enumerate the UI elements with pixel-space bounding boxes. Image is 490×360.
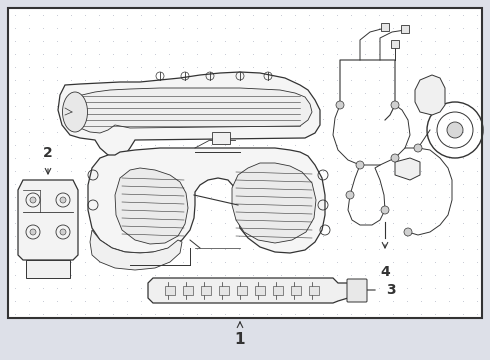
Circle shape [60,229,66,235]
Circle shape [414,144,422,152]
Bar [237,286,247,295]
Bar [255,286,265,295]
Ellipse shape [63,92,88,132]
FancyBboxPatch shape [347,279,367,302]
Polygon shape [148,278,360,303]
Polygon shape [415,75,445,115]
Bar [273,286,283,295]
Bar [219,286,229,295]
Text: 1: 1 [235,333,245,347]
Bar [401,25,409,33]
Circle shape [30,197,36,203]
Bar [381,23,389,31]
Polygon shape [115,168,188,244]
Bar [26,260,70,278]
Bar [291,286,301,295]
Polygon shape [395,158,420,180]
Circle shape [404,228,412,236]
Bar [212,132,230,144]
Polygon shape [70,88,312,133]
Bar [309,286,319,295]
Circle shape [381,206,389,214]
Bar [183,286,193,295]
Circle shape [356,161,364,169]
Circle shape [60,197,66,203]
Circle shape [30,229,36,235]
Bar [201,286,211,295]
Circle shape [447,122,463,138]
Circle shape [391,154,399,162]
Circle shape [391,101,399,109]
Polygon shape [232,163,316,243]
Bar [391,40,399,48]
Text: 3: 3 [386,283,395,297]
Polygon shape [90,230,182,270]
Polygon shape [18,180,78,260]
Circle shape [336,101,344,109]
Polygon shape [88,148,325,253]
Text: 4: 4 [380,265,390,279]
Polygon shape [58,72,320,158]
Bar [165,286,175,295]
Circle shape [346,191,354,199]
Bar [8,8,482,318]
Text: 2: 2 [43,146,53,160]
